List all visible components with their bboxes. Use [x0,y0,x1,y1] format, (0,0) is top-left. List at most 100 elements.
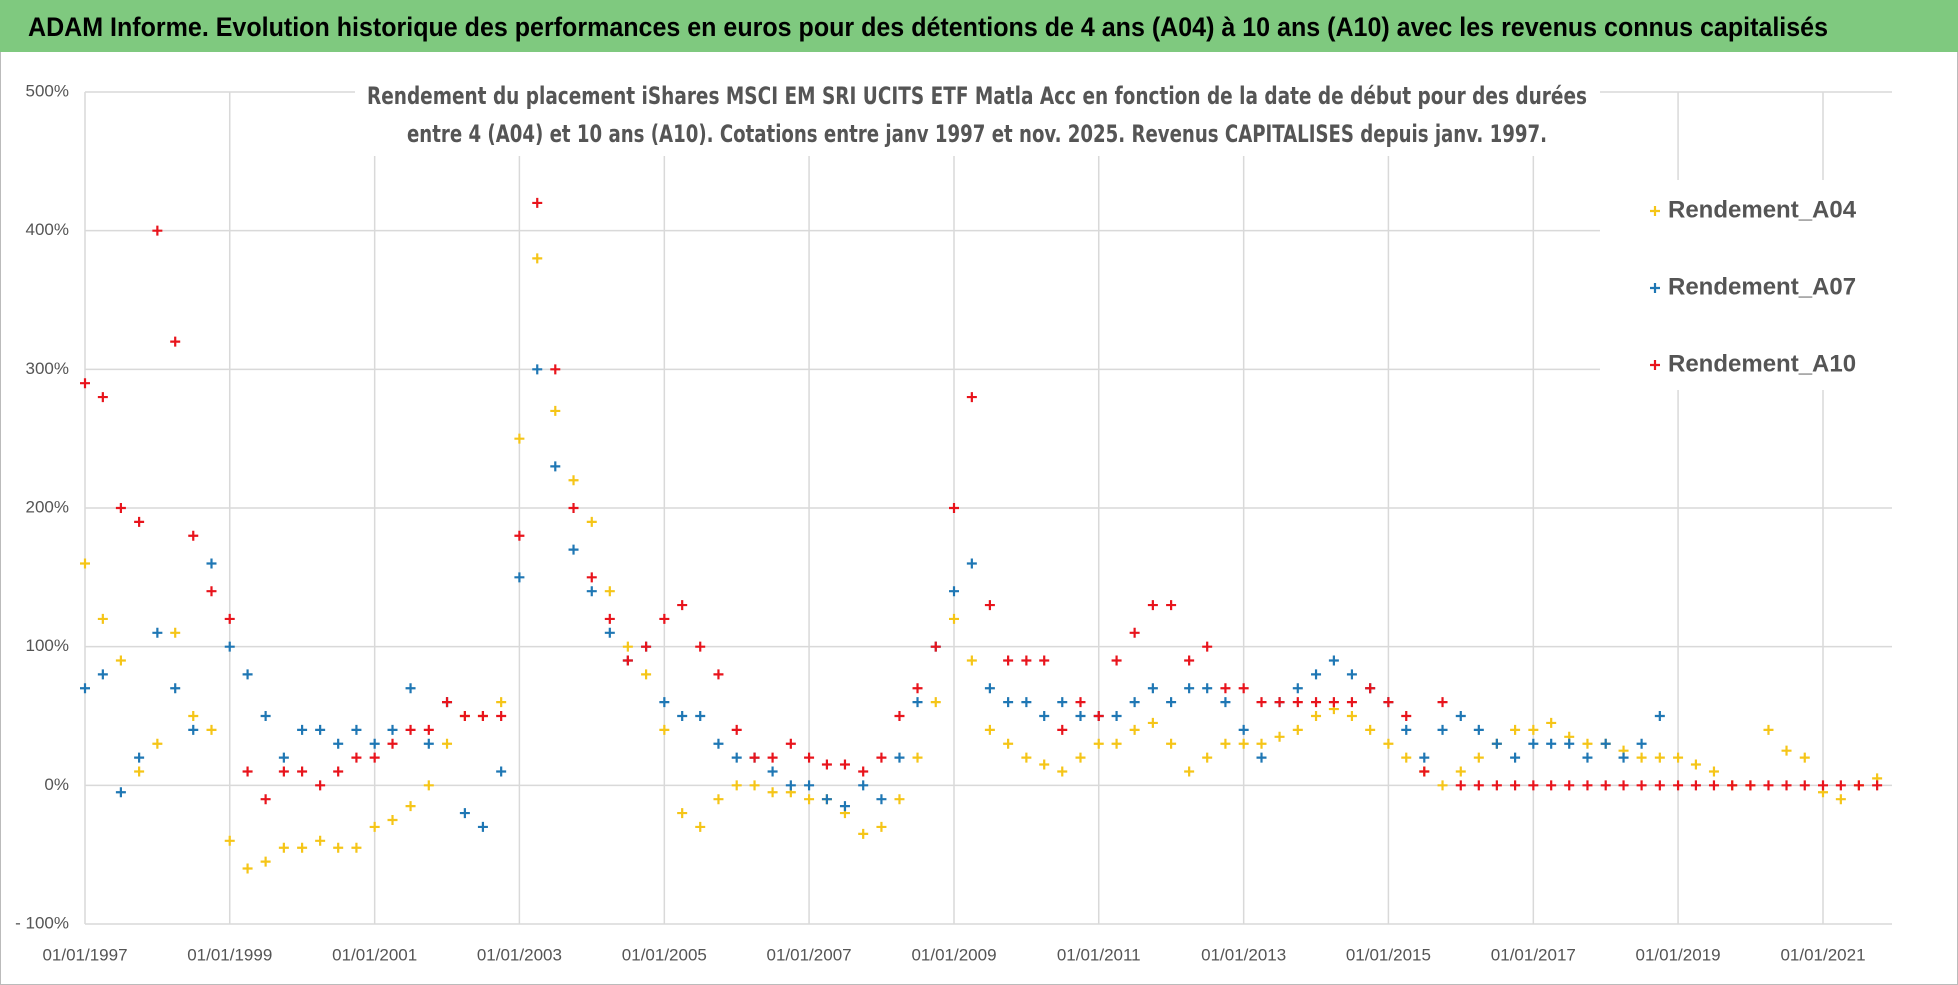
point [568,475,579,486]
point [1166,738,1177,749]
point [894,711,905,721]
point [912,697,923,708]
point [677,711,688,721]
point [387,815,398,825]
point [604,586,615,597]
point [1057,766,1068,777]
point [333,842,344,853]
point [839,759,850,770]
point [1491,738,1502,749]
point [297,724,308,735]
point [1437,724,1448,735]
point [1184,683,1195,694]
point [713,794,724,805]
x-tick-label: 01/01/2007 [767,945,852,964]
point [1872,780,1883,791]
point [260,711,271,721]
x-tick-label: 01/01/2015 [1346,945,1431,964]
point [1546,780,1557,791]
point [785,738,796,749]
point [1528,738,1539,749]
point [1654,780,1665,791]
page-title: ADAM Informe. Evolution historique des p… [28,12,1828,42]
point [477,821,488,832]
point [1763,780,1774,791]
point [333,766,344,777]
x-tick-label: 01/01/2001 [332,945,417,964]
point [1292,724,1303,735]
point [1528,780,1539,791]
point [1636,752,1647,763]
point [550,405,561,416]
point [1328,655,1339,666]
point [1473,724,1484,735]
point [858,766,869,777]
point [1220,738,1231,749]
point [586,586,597,597]
point [695,711,706,721]
point [1147,600,1158,611]
x-tick-label: 01/01/1999 [187,945,272,964]
point [1835,780,1846,791]
point [949,586,960,597]
point [224,613,235,624]
point [966,558,977,569]
point [1473,752,1484,763]
point [949,503,960,513]
point [622,655,633,666]
point [1654,711,1665,721]
point [858,780,869,791]
point [1003,738,1014,749]
point [115,787,126,798]
point [586,516,597,527]
x-tick-label: 01/01/2013 [1201,945,1286,964]
point [1383,697,1394,708]
point [514,572,525,583]
point [767,752,778,763]
point [134,516,145,527]
point [369,738,380,749]
point [984,724,995,735]
y-tick-label: 100% [26,636,69,655]
point [170,683,181,694]
point [423,780,434,791]
point [387,738,398,749]
point [170,627,181,638]
point [1437,697,1448,708]
point [1311,711,1322,721]
point [242,669,253,680]
x-tick-label: 01/01/2017 [1491,945,1576,964]
point [804,794,815,805]
point [550,364,561,375]
point [550,461,561,472]
legend-marker [1650,206,1660,216]
point [278,842,289,853]
point [713,738,724,749]
point [1202,752,1213,763]
point [496,766,507,777]
point [242,766,253,777]
point [532,253,543,264]
point [876,752,887,763]
point [1618,752,1629,763]
point [1673,752,1684,763]
title-bg [355,78,1600,156]
point [1274,697,1285,708]
point [1311,669,1322,680]
point [1220,683,1231,694]
point [1039,711,1050,721]
point [459,808,470,819]
point [496,711,507,721]
point [604,613,615,624]
point [1274,731,1285,742]
point [496,697,507,708]
point [1039,655,1050,666]
point [677,600,688,611]
point [1455,766,1466,777]
point [442,738,453,749]
point [1455,780,1466,791]
point [1075,697,1086,708]
point [115,655,126,666]
point [1166,697,1177,708]
